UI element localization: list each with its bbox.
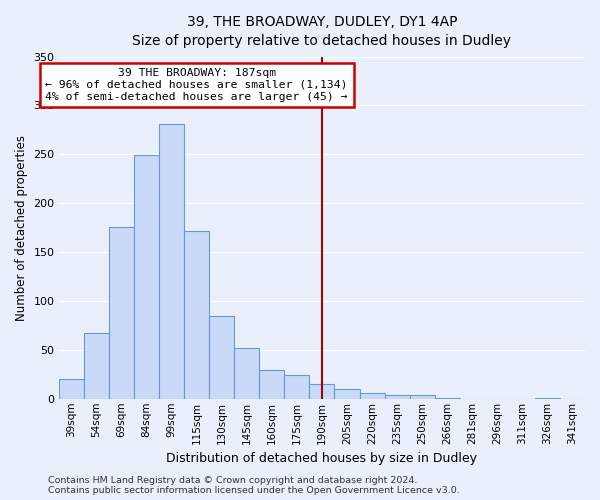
- Title: 39, THE BROADWAY, DUDLEY, DY1 4AP
Size of property relative to detached houses i: 39, THE BROADWAY, DUDLEY, DY1 4AP Size o…: [133, 15, 511, 48]
- Bar: [334, 389, 359, 399]
- Bar: [184, 230, 209, 399]
- Bar: [84, 334, 109, 399]
- Bar: [234, 348, 259, 399]
- Bar: [535, 398, 560, 399]
- Bar: [134, 156, 159, 399]
- Y-axis label: Number of detached properties: Number of detached properties: [15, 134, 28, 320]
- Bar: [434, 398, 460, 399]
- Text: 39 THE BROADWAY: 187sqm
← 96% of detached houses are smaller (1,134)
4% of semi-: 39 THE BROADWAY: 187sqm ← 96% of detache…: [46, 68, 348, 102]
- Bar: [310, 384, 334, 399]
- Bar: [59, 379, 84, 399]
- Bar: [284, 376, 310, 399]
- Bar: [359, 393, 385, 399]
- X-axis label: Distribution of detached houses by size in Dudley: Distribution of detached houses by size …: [166, 452, 478, 465]
- Bar: [159, 124, 184, 399]
- Bar: [385, 395, 410, 399]
- Bar: [410, 395, 434, 399]
- Bar: [209, 316, 234, 399]
- Bar: [109, 226, 134, 399]
- Text: Contains HM Land Registry data © Crown copyright and database right 2024.
Contai: Contains HM Land Registry data © Crown c…: [48, 476, 460, 495]
- Bar: [259, 370, 284, 399]
